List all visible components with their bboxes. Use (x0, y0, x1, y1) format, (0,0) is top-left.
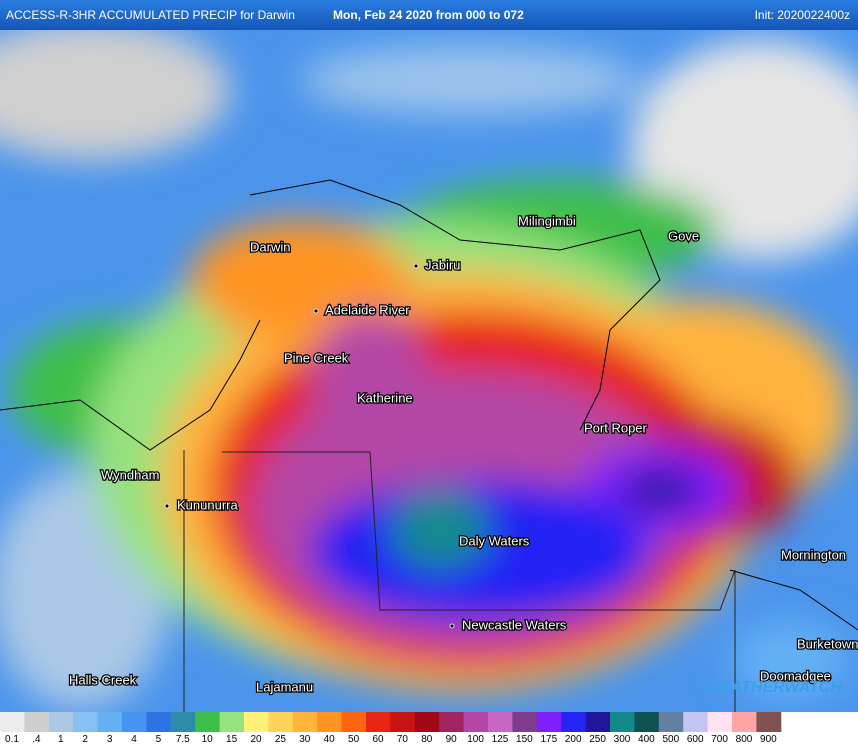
legend-swatch (610, 712, 635, 732)
legend-swatch (48, 712, 74, 732)
place-label: Milingimbi (518, 213, 576, 228)
legend-label: 0.1 (5, 734, 19, 745)
title: ACCESS-R-3HR ACCUMULATED PRECIP for Darw… (6, 8, 295, 22)
legend-label: 200 (565, 734, 582, 745)
legend-swatch (24, 712, 50, 732)
logo: WEATHERWATCH (705, 679, 842, 696)
legend-label: 1 (58, 734, 64, 745)
legend-label: 30 (299, 734, 311, 745)
place-label: Daly Waters (459, 533, 530, 548)
place-label: Port Roper (584, 420, 648, 435)
legend-label: 50 (348, 734, 360, 745)
legend-swatch (146, 712, 172, 732)
legend-label: 20 (250, 734, 262, 745)
legend-swatch (268, 712, 294, 732)
legend-label: 90 (446, 734, 458, 745)
place-dot (413, 263, 419, 269)
legend-label: 500 (662, 734, 679, 745)
legend-swatch (170, 712, 196, 732)
legend-label: 25 (275, 734, 287, 745)
legend-label: 10 (202, 734, 214, 745)
legend-swatch (122, 712, 147, 732)
legend-label: 2 (82, 734, 88, 745)
legend-swatch (292, 712, 318, 732)
legend-label: 4 (131, 734, 137, 745)
legend-swatch (219, 712, 245, 732)
legend-swatch (341, 712, 367, 732)
legend-swatch (756, 712, 782, 732)
legend-label: 3 (107, 734, 113, 745)
legend-label: 40 (324, 734, 336, 745)
legend-swatch (439, 712, 465, 732)
place-label: Pine Creek (284, 350, 349, 365)
legend-swatch (536, 712, 562, 732)
legend-swatch (0, 712, 25, 732)
place-dot (313, 308, 319, 314)
legend-swatch (317, 712, 343, 732)
legend: 0.1 .4 1 2 3 4 5 7.5 10 15 20 25 30 40 50 60 70 80 90 100 12… (0, 712, 782, 745)
date: Mon, Feb 24 2020 from 000 to 072 (333, 8, 524, 22)
legend-label: 60 (372, 734, 384, 745)
legend-label: .4 (32, 734, 41, 745)
legend-swatch (634, 712, 660, 732)
legend-swatch (561, 712, 587, 732)
legend-label: 7.5 (176, 734, 190, 745)
legend-label: 300 (614, 734, 631, 745)
legend-swatch (244, 712, 269, 732)
place-label: Adelaide River (325, 302, 410, 317)
legend-swatch (488, 712, 513, 732)
init: Init: 2020022400z (754, 8, 850, 22)
place-label: Lajamanu (256, 679, 313, 694)
legend-swatch (414, 712, 440, 732)
legend-label: 100 (467, 734, 484, 745)
legend-label: 900 (760, 734, 777, 745)
legend-swatch (707, 712, 733, 732)
place-label: Gove (668, 228, 699, 243)
legend-swatch (585, 712, 611, 732)
legend-swatch (658, 712, 684, 732)
legend-label: 5 (156, 734, 162, 745)
place-dot (164, 503, 170, 509)
legend-label: 125 (492, 734, 509, 745)
map: Darwin Milingimbi Gove Jabiru Adelaide River… (0, 30, 858, 712)
place-label: Wyndham (101, 467, 159, 482)
legend-label: 400 (638, 734, 655, 745)
place-label: Burketown (797, 636, 858, 651)
legend-label: 250 (589, 734, 606, 745)
place-label: Jabiru (425, 257, 460, 272)
legend-label: 175 (540, 734, 557, 745)
place-label: Kununurra (177, 497, 238, 512)
legend-label: 80 (421, 734, 433, 745)
legend-label: 150 (516, 734, 533, 745)
legend-swatch (366, 712, 391, 732)
legend-label: 700 (711, 734, 728, 745)
place-label: Darwin (250, 239, 290, 254)
legend-label: 600 (687, 734, 704, 745)
legend-label: 70 (397, 734, 409, 745)
place-dot (98, 678, 104, 684)
legend-label: 15 (226, 734, 238, 745)
place-dot (449, 623, 455, 629)
place-label: Newcastle Waters (462, 617, 567, 632)
header: ACCESS-R-3HR ACCUMULATED PRECIP for Darw… (0, 0, 858, 30)
legend-label: 800 (736, 734, 753, 745)
legend-swatch (732, 712, 757, 732)
place-label: Halls Creek (69, 672, 137, 687)
legend-swatch (512, 712, 538, 732)
place-label: Katherine (357, 390, 413, 405)
place-label: Mornington (781, 547, 846, 562)
legend-swatch (683, 712, 709, 732)
legend-swatch (73, 712, 99, 732)
legend-swatch (195, 712, 221, 732)
legend-swatch (463, 712, 489, 732)
legend-swatch (97, 712, 123, 732)
place-label: Doomadgee (760, 668, 831, 683)
legend-swatch (390, 712, 416, 732)
